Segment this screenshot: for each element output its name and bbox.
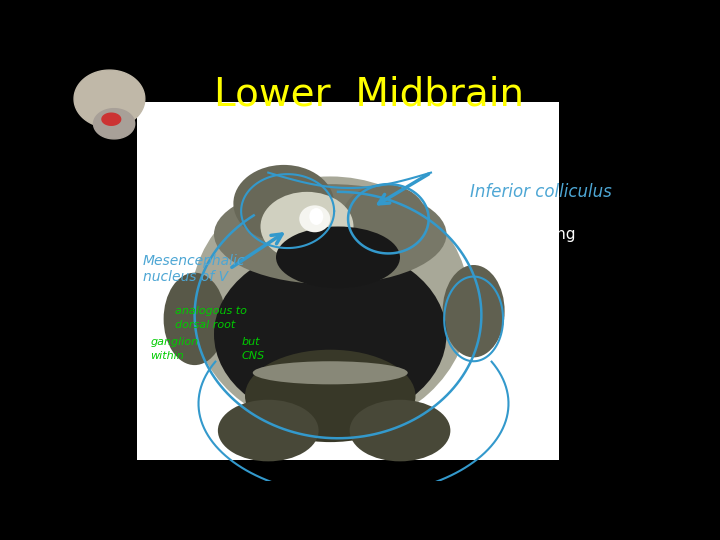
Text: Mesencephalic: Mesencephalic <box>143 254 246 268</box>
Ellipse shape <box>342 184 427 253</box>
Ellipse shape <box>218 400 319 461</box>
Text: Lower  Midbrain: Lower Midbrain <box>214 75 524 113</box>
Ellipse shape <box>350 400 451 461</box>
Ellipse shape <box>191 177 469 430</box>
Ellipse shape <box>245 350 415 442</box>
Ellipse shape <box>163 273 225 365</box>
Text: nucleus of V: nucleus of V <box>143 269 228 284</box>
Polygon shape <box>74 70 145 127</box>
Ellipse shape <box>214 246 446 423</box>
Ellipse shape <box>233 165 334 242</box>
Text: CNS: CNS <box>241 351 264 361</box>
Ellipse shape <box>300 205 330 232</box>
Text: analogous to: analogous to <box>175 306 247 316</box>
Ellipse shape <box>276 226 400 288</box>
Ellipse shape <box>261 192 354 261</box>
Text: Inferior colliculus: Inferior colliculus <box>469 183 611 201</box>
Ellipse shape <box>443 265 505 357</box>
Text: but: but <box>241 337 260 347</box>
Text: ganglion: ganglion <box>150 337 199 347</box>
Ellipse shape <box>214 184 446 284</box>
Text: within: within <box>150 351 184 361</box>
Text: hearing: hearing <box>518 227 577 242</box>
Polygon shape <box>94 109 135 139</box>
Ellipse shape <box>253 361 408 384</box>
Ellipse shape <box>310 208 323 225</box>
Polygon shape <box>102 113 121 125</box>
Bar <box>138 102 559 460</box>
Text: dorsal root: dorsal root <box>175 320 235 330</box>
Polygon shape <box>102 122 117 133</box>
